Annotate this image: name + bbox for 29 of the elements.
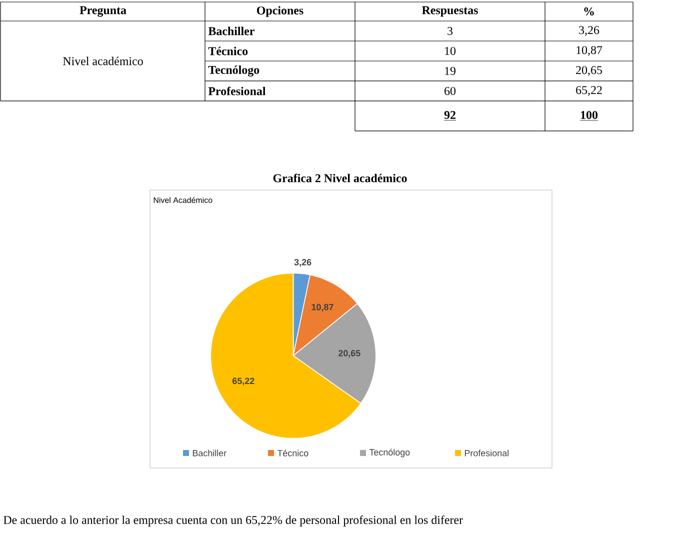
legend-label: Bachiller [192,450,226,456]
text: 10 [445,46,456,56]
legend-label: Técnico [277,450,308,456]
text: Respuestas [422,6,478,17]
legend-label: Profesional [464,450,508,456]
text: 60 [444,86,456,96]
legend-label: Tecnólogo [369,448,410,458]
text: 92 [444,110,456,119]
text: Opciones [257,6,304,17]
text: 19 [445,66,456,75]
text: Bachiller [208,26,254,36]
text: Profesional [208,86,266,96]
text: 3,26 [579,26,600,36]
text: 10,87 [576,46,602,56]
text: De acuerdo a lo anterior la empresa cuenta con un 65,22% de personal profesional en los diferer [4,516,463,526]
text: % [584,7,594,16]
text: 65,22 [576,86,602,96]
text: 100 [580,110,598,120]
text: Nivel académico [63,56,143,66]
chart-title: Grafica 2 Nivel académico [273,174,407,182]
data-label: 20,65 [338,350,360,358]
data-label: 3,26 [294,259,312,267]
text: Tecnólogo [208,66,260,76]
text: Técnico [208,46,248,56]
text: 3 [448,26,453,35]
data-label: 10,87 [312,304,334,312]
data-label: 65,22 [232,378,254,386]
text: 20,65 [576,66,602,76]
text: Pregunta [80,6,126,17]
